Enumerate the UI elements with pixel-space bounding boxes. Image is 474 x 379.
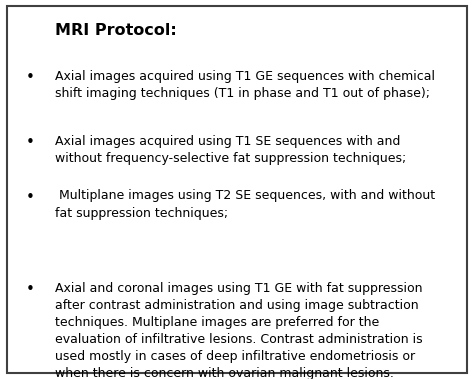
Text: •: • — [26, 190, 35, 205]
Text: Multiplane images using T2 SE sequences, with and without
fat suppression techni: Multiplane images using T2 SE sequences,… — [55, 190, 435, 219]
Text: •: • — [26, 70, 35, 85]
FancyBboxPatch shape — [7, 6, 467, 373]
Text: MRI Protocol:: MRI Protocol: — [55, 23, 176, 38]
Text: Axial and coronal images using T1 GE with fat suppression
after contrast adminis: Axial and coronal images using T1 GE wit… — [55, 282, 422, 379]
Text: •: • — [26, 282, 35, 298]
Text: Axial images acquired using T1 GE sequences with chemical
shift imaging techniqu: Axial images acquired using T1 GE sequen… — [55, 70, 435, 100]
Text: •: • — [26, 135, 35, 150]
Text: Axial images acquired using T1 SE sequences with and
without frequency-selective: Axial images acquired using T1 SE sequen… — [55, 135, 406, 164]
